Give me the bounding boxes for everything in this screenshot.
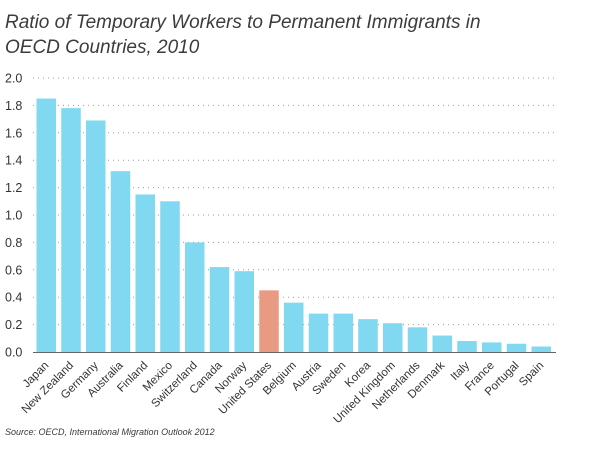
bar <box>259 290 279 352</box>
bar <box>284 302 304 352</box>
chart-title-line-2: OECD Countries, 2010 <box>5 37 200 58</box>
y-tick-label: 1.0 <box>5 209 22 223</box>
bar <box>358 319 378 352</box>
bar <box>482 342 502 352</box>
y-tick-label: 0.6 <box>5 263 22 277</box>
y-tick-label: 0.2 <box>5 318 22 332</box>
y-tick-label: 0.0 <box>5 346 22 360</box>
bar <box>234 271 254 352</box>
chart-title-line-1: Ratio of Temporary Workers to Permanent … <box>5 12 481 33</box>
y-tick-label: 2.0 <box>5 72 22 86</box>
bar <box>407 327 428 352</box>
y-tick-label: 1.4 <box>5 154 22 168</box>
bar <box>36 98 56 352</box>
y-tick-label: 1.6 <box>5 126 22 140</box>
bar <box>308 313 329 352</box>
source-note: Source: OECD, International Migration Ou… <box>5 427 215 437</box>
y-tick-label: 1.8 <box>5 99 22 113</box>
bar <box>531 346 551 352</box>
bar <box>110 171 131 352</box>
bar <box>209 267 230 352</box>
bar <box>86 120 106 352</box>
chart-title: Ratio of Temporary Workers to Permanent … <box>5 10 565 60</box>
x-tick-label: Spain <box>517 360 546 389</box>
bar <box>506 343 527 352</box>
bar <box>432 335 452 352</box>
bar <box>160 201 180 352</box>
bar <box>457 341 477 352</box>
bar <box>61 108 81 352</box>
y-tick-label: 0.8 <box>5 236 22 250</box>
y-tick-label: 1.2 <box>5 181 22 195</box>
bar <box>135 194 155 352</box>
bar <box>185 242 205 352</box>
bar <box>383 323 403 352</box>
bar <box>333 313 353 352</box>
y-tick-label: 0.4 <box>5 291 22 305</box>
